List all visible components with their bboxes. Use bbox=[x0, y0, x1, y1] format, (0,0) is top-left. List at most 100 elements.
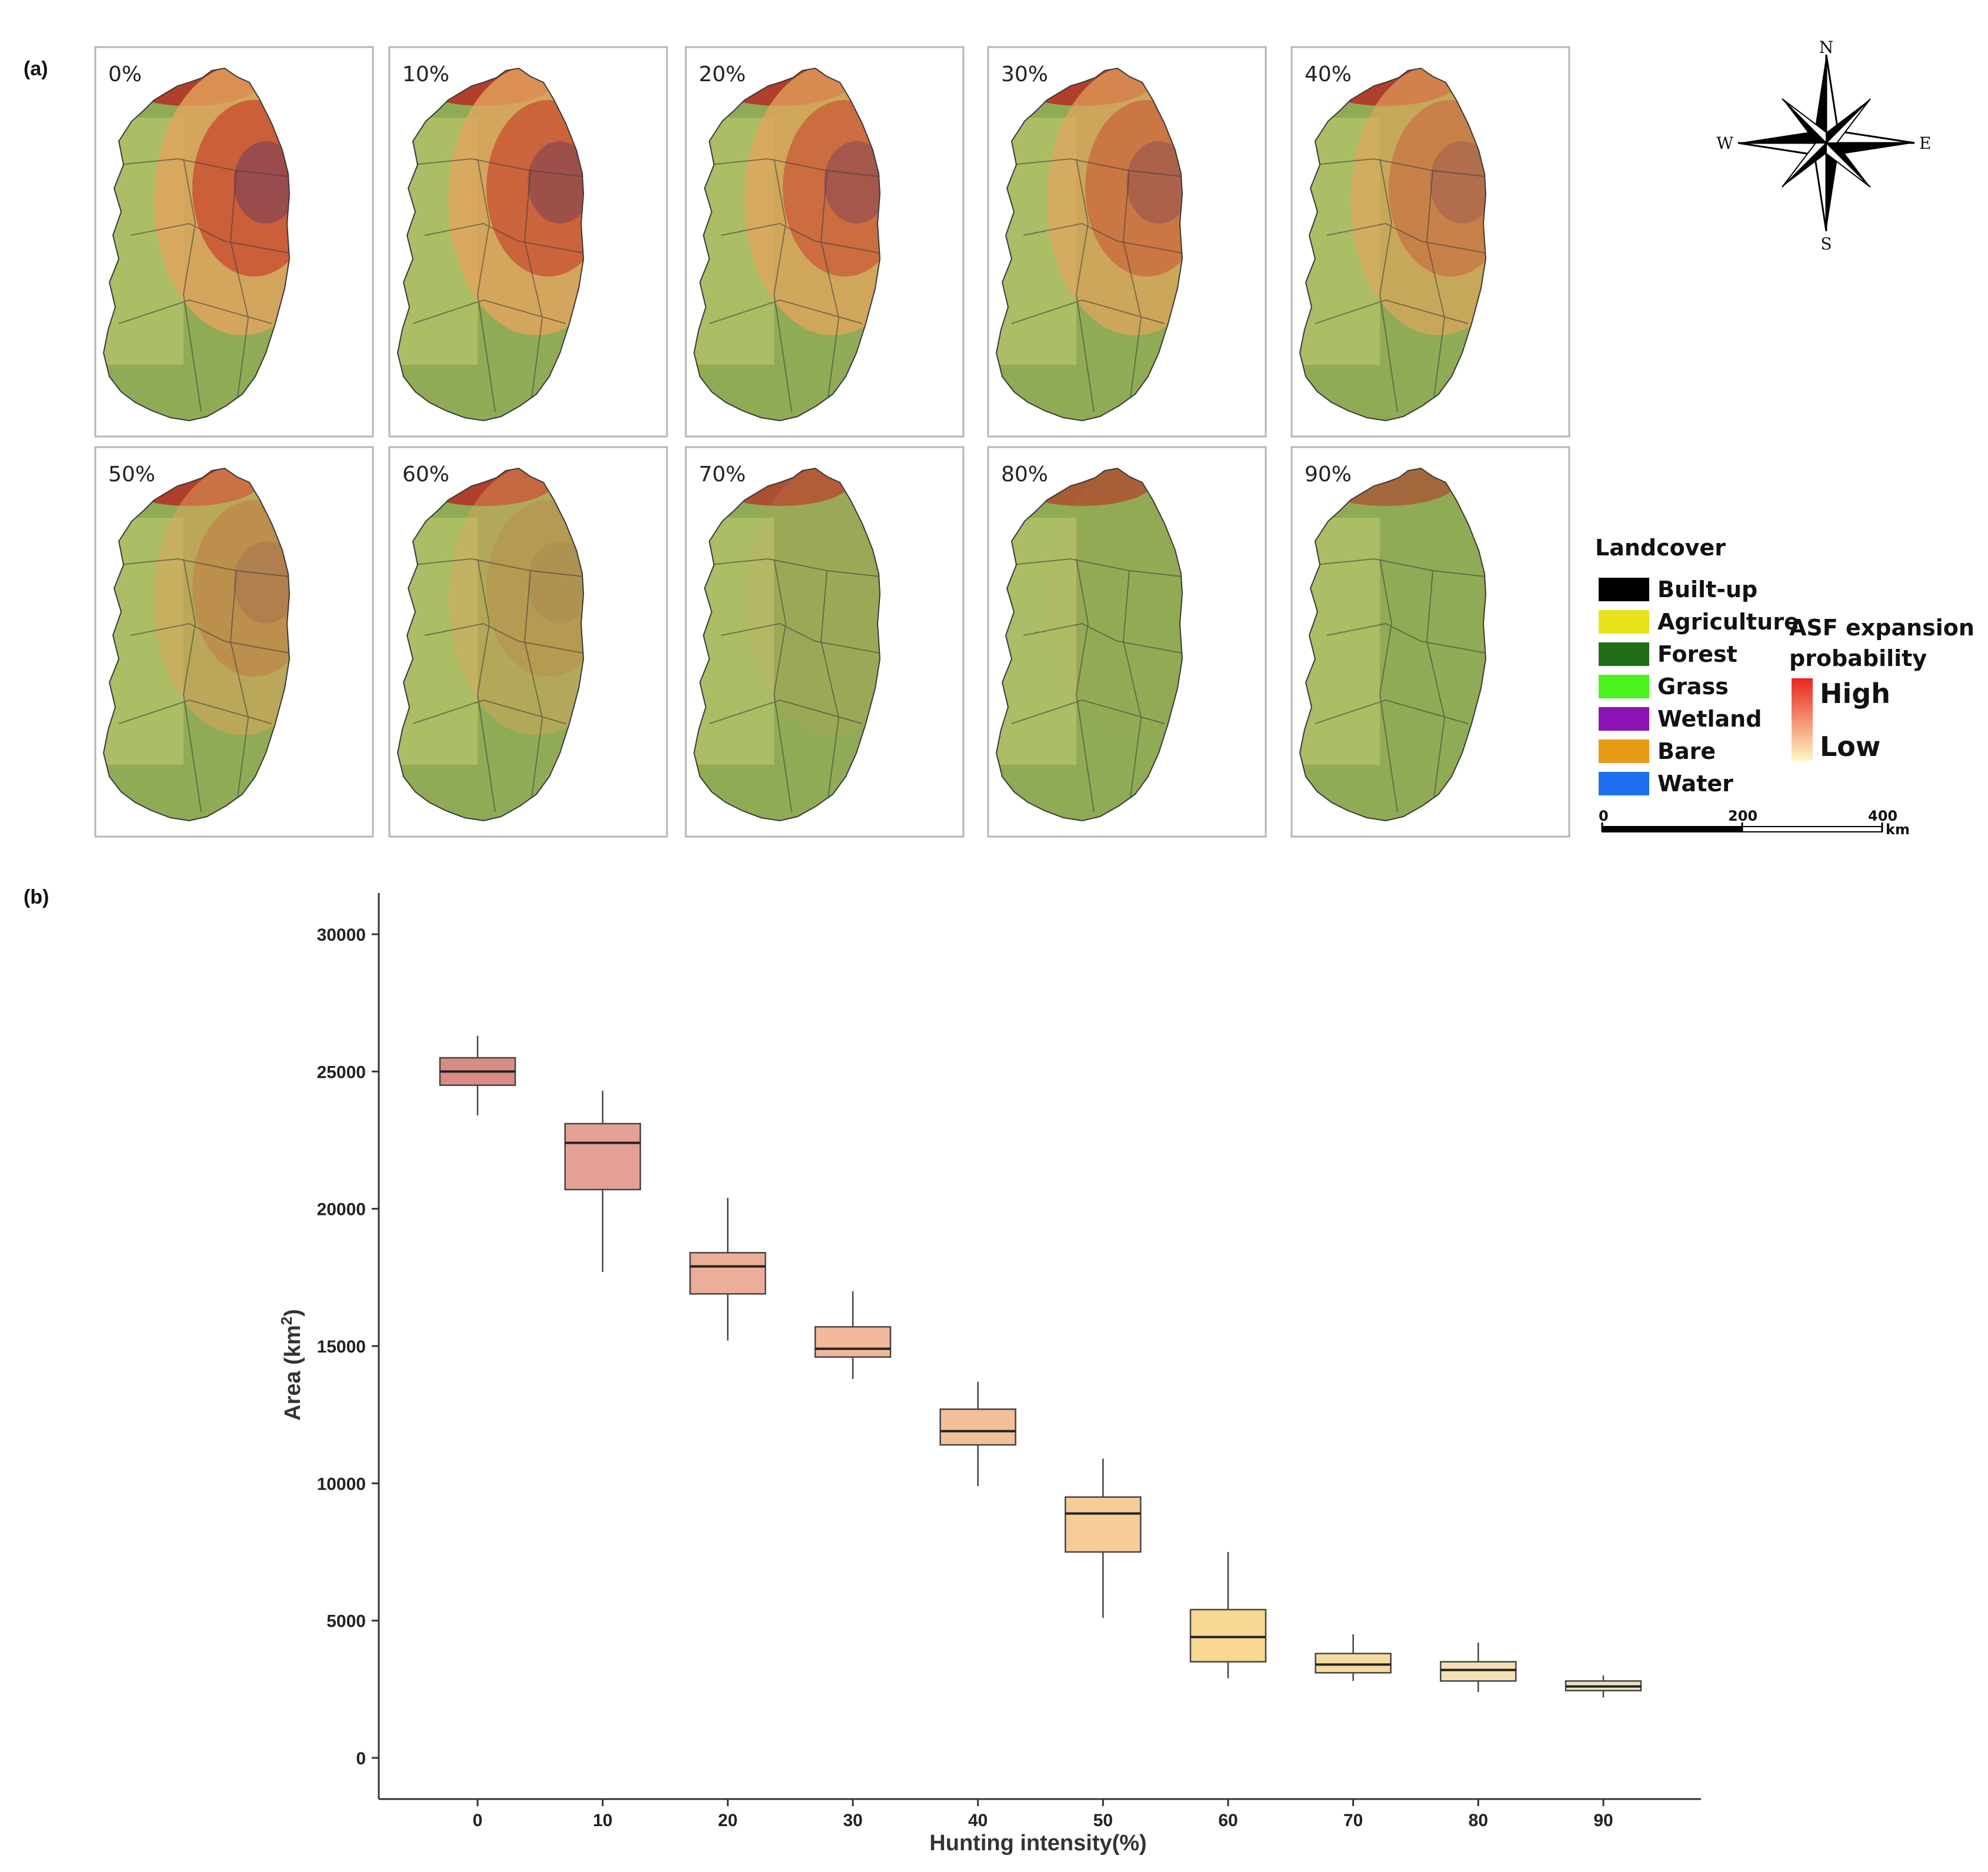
scale-tick-400: 400 bbox=[1868, 808, 1897, 824]
map-label: 30% bbox=[1001, 62, 1048, 86]
box-50 bbox=[1065, 1458, 1142, 1618]
landcover-legend: Built-up Agriculture Forest Grass Wetland Bar… bbox=[1599, 577, 1799, 797]
legend-label: Agriculture bbox=[1657, 609, 1799, 635]
compass-e: E bbox=[1919, 134, 1931, 153]
box-90 bbox=[1565, 1676, 1642, 1698]
panel-a-label: (a) bbox=[24, 58, 48, 80]
province-boundaries bbox=[709, 558, 880, 812]
probability-gradient bbox=[1792, 678, 1813, 761]
boxplot-chart: 0 5000 10000 15000 20000 25000 30000 0 10 20 30 40 5… bbox=[317, 893, 1701, 1830]
y-tick-label: 25000 bbox=[317, 1062, 366, 1082]
probability-zone bbox=[824, 141, 880, 224]
probability-zone bbox=[234, 141, 289, 224]
box-iqr bbox=[939, 1408, 1016, 1446]
scale-bar: 0 200 400 km bbox=[1599, 808, 1910, 838]
province-boundaries bbox=[1315, 158, 1486, 412]
legend-swatch bbox=[1599, 610, 1649, 634]
box-0 bbox=[439, 1035, 516, 1115]
legend-label: Built-up bbox=[1657, 577, 1757, 602]
y-tick-label: 15000 bbox=[317, 1337, 366, 1357]
box-20 bbox=[689, 1198, 766, 1341]
legend-swatch bbox=[1599, 772, 1649, 795]
map-panel: 40% bbox=[1290, 46, 1570, 438]
x-tick-label: 60 bbox=[1218, 1811, 1238, 1830]
legend-swatch bbox=[1599, 675, 1649, 698]
map-panel: 50% bbox=[94, 446, 374, 838]
coastline bbox=[995, 467, 1183, 822]
map-label: 50% bbox=[108, 462, 155, 487]
legend-label: Bare bbox=[1657, 738, 1716, 764]
box-iqr bbox=[814, 1326, 892, 1358]
map-label: 20% bbox=[699, 62, 746, 86]
legend-swatch bbox=[1599, 642, 1649, 666]
probability-low: Low bbox=[1820, 731, 1880, 762]
y-axis-title-sup: 2 bbox=[278, 1317, 295, 1325]
legend-swatch bbox=[1599, 707, 1649, 731]
box-80 bbox=[1440, 1643, 1517, 1692]
legend-label: Wetland bbox=[1657, 706, 1762, 732]
map-label: 0% bbox=[108, 62, 142, 86]
x-tick-label: 90 bbox=[1593, 1811, 1613, 1830]
landcover-legend-title: Landcover bbox=[1595, 535, 1726, 561]
probability-legend-title-line2: probability bbox=[1789, 645, 1927, 671]
box-70 bbox=[1315, 1634, 1392, 1681]
x-tick-label: 0 bbox=[473, 1811, 483, 1830]
x-tick-label: 30 bbox=[843, 1811, 862, 1830]
province-boundaries bbox=[1011, 158, 1182, 412]
legend-label: Forest bbox=[1657, 641, 1737, 667]
box-60 bbox=[1189, 1552, 1267, 1678]
box-iqr bbox=[1189, 1608, 1267, 1663]
box-iqr bbox=[1440, 1661, 1517, 1682]
legend-label: Grass bbox=[1657, 674, 1729, 699]
coastline bbox=[396, 67, 585, 422]
compass-n: N bbox=[1819, 38, 1834, 57]
province-boundaries bbox=[709, 158, 880, 412]
probability-zone bbox=[528, 541, 583, 624]
province-boundaries bbox=[412, 158, 583, 412]
probability-zone bbox=[1430, 141, 1486, 224]
box-10 bbox=[564, 1091, 641, 1272]
x-tick-label: 50 bbox=[1093, 1811, 1113, 1830]
legend-swatch bbox=[1599, 578, 1649, 601]
map-panel: 60% bbox=[388, 446, 668, 838]
x-axis-title: Hunting intensity(%) bbox=[929, 1831, 1146, 1856]
panel-b-label: (b) bbox=[24, 886, 49, 908]
province-boundaries bbox=[118, 558, 289, 812]
box-iqr bbox=[1315, 1653, 1392, 1674]
x-tick-label: 40 bbox=[968, 1811, 988, 1830]
x-tick-label: 10 bbox=[593, 1811, 612, 1830]
legend-label: Water bbox=[1657, 771, 1733, 797]
map-label: 70% bbox=[699, 462, 746, 487]
map-grid: 0% 10% 20% 30% 40% 50% 60% 70% 80% 90% bbox=[94, 46, 1570, 838]
y-axis-title-main: Area (km bbox=[281, 1325, 305, 1421]
map-label: 60% bbox=[402, 462, 449, 487]
y-tick-label: 10000 bbox=[317, 1474, 366, 1494]
map-label: 10% bbox=[402, 62, 449, 86]
coastline bbox=[1299, 467, 1487, 822]
box-iqr bbox=[564, 1122, 641, 1191]
x-tick-label: 80 bbox=[1469, 1811, 1488, 1830]
map-panel: 30% bbox=[987, 46, 1267, 438]
compass-icon: N S E W bbox=[1716, 38, 1931, 254]
map-panel: 70% bbox=[685, 446, 965, 838]
x-tick-label: 70 bbox=[1343, 1811, 1363, 1830]
map-panel: 20% bbox=[685, 46, 965, 438]
probability-zone bbox=[1126, 141, 1182, 224]
map-panel: 10% bbox=[388, 46, 668, 438]
compass-w: W bbox=[1716, 134, 1733, 153]
scale-unit: km bbox=[1886, 821, 1910, 838]
y-tick-label: 0 bbox=[356, 1749, 366, 1768]
box-iqr bbox=[1065, 1496, 1142, 1553]
scale-tick-0: 0 bbox=[1599, 808, 1609, 824]
province-boundaries bbox=[1315, 558, 1486, 812]
coastline bbox=[102, 467, 291, 822]
probability-legend-title-line1: ASF expansion bbox=[1789, 615, 1974, 641]
coastline bbox=[396, 467, 585, 822]
province-boundaries bbox=[412, 558, 583, 812]
province-boundaries bbox=[1011, 558, 1182, 812]
coastline bbox=[693, 467, 881, 822]
map-panel: 80% bbox=[987, 446, 1267, 838]
map-panel: 0% bbox=[94, 46, 374, 438]
y-tick-label: 20000 bbox=[317, 1200, 366, 1220]
legend-swatch bbox=[1599, 740, 1649, 763]
